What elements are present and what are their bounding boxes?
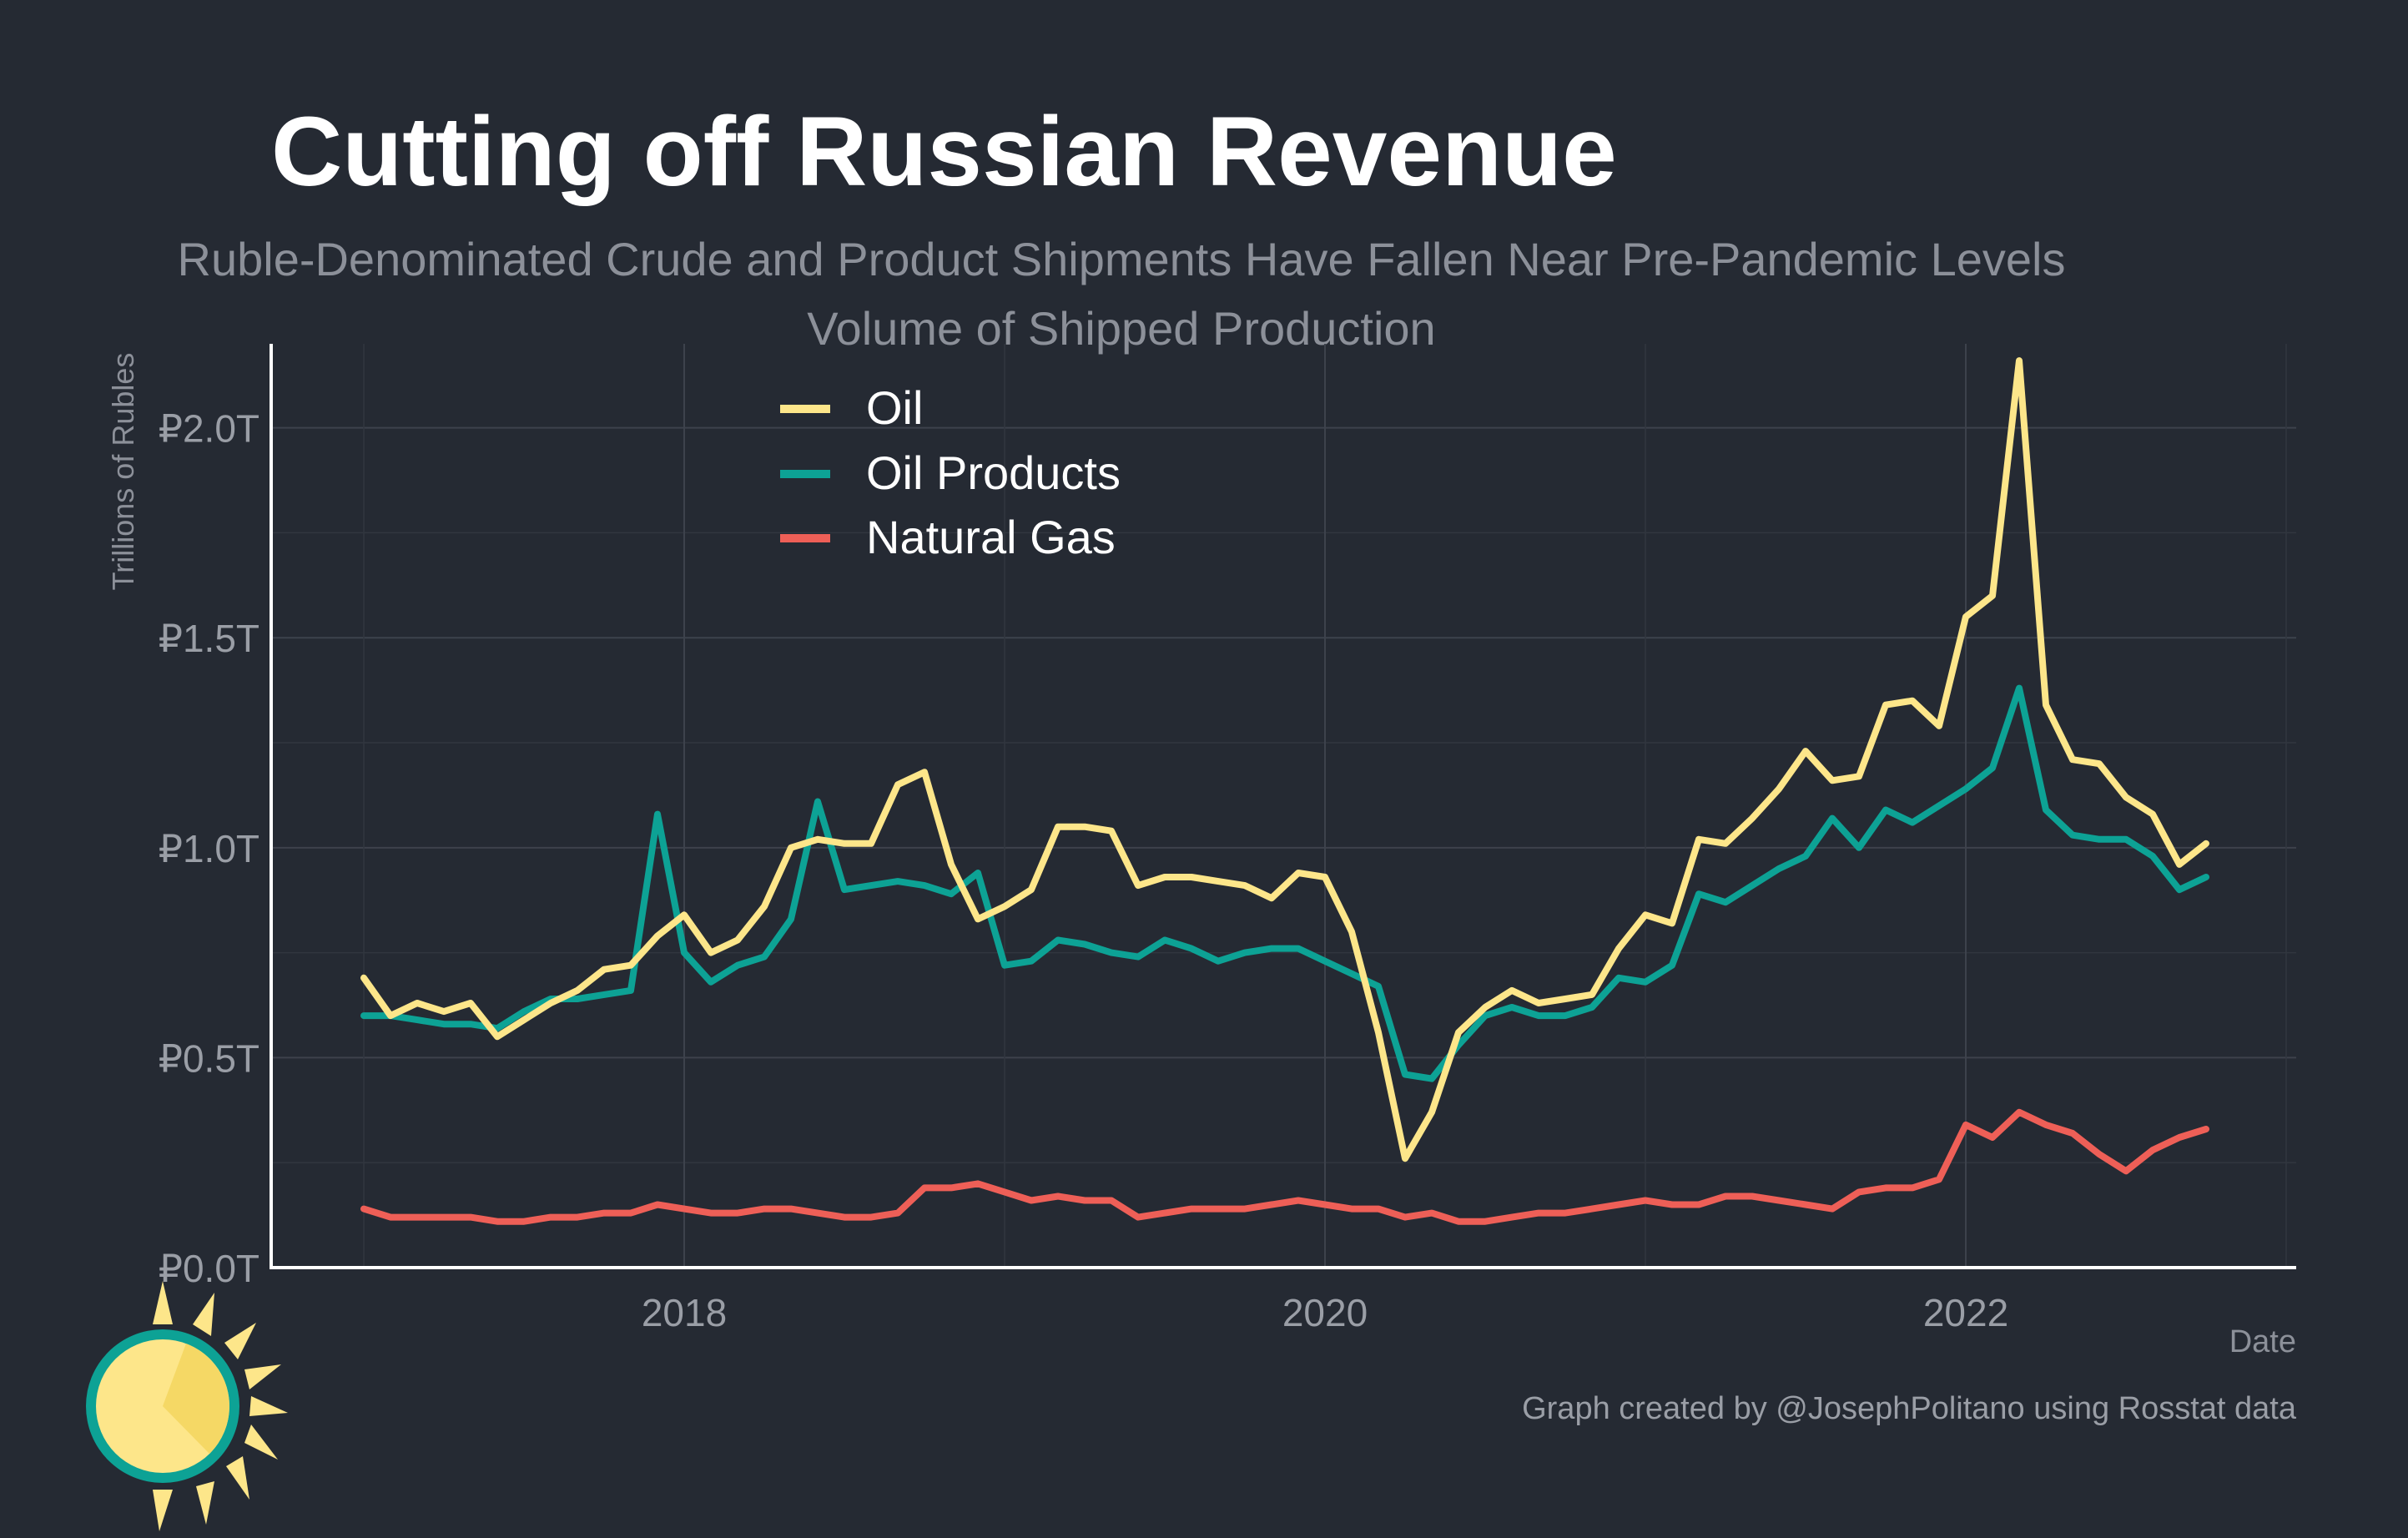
series-line-natural-gas <box>360 1108 2209 1225</box>
x-tick-labels: 2018 2020 2022 <box>642 1291 2008 1334</box>
series-line-oil <box>360 357 2209 1162</box>
y-tick-label: ₽0.0T <box>159 1247 259 1290</box>
legend-label-oil: Oil <box>866 381 923 434</box>
chart-title: Cutting off Russian Revenue <box>271 97 1617 207</box>
y-tick-labels: ₽0.0T ₽0.5T ₽1.0T ₽1.5T ₽2.0T <box>159 407 259 1290</box>
series-line-oil-products <box>360 684 2209 1082</box>
chart-subtitle: Ruble-Denominated Crude and Product Ship… <box>178 233 2066 285</box>
series-lines <box>360 357 2209 1225</box>
y-axis-title: Trillions of Rubles <box>106 353 140 591</box>
y-tick-label: ₽1.5T <box>159 617 259 660</box>
grid-lines <box>271 344 2296 1268</box>
y-tick-label: ₽2.0T <box>159 407 259 451</box>
y-tick-label: ₽0.5T <box>159 1036 259 1080</box>
sun-logo-icon <box>86 1281 288 1531</box>
y-tick-label: ₽1.0T <box>159 827 259 870</box>
legend-label-natural-gas: Natural Gas <box>866 511 1116 563</box>
legend: Oil Oil Products Natural Gas <box>780 381 1121 563</box>
x-axis-title: Date <box>2229 1324 2296 1359</box>
x-tick-label: 2022 <box>1923 1291 2008 1334</box>
x-tick-label: 2018 <box>642 1291 727 1334</box>
chart-subtitle-2: Volume of Shipped Production <box>807 302 1435 355</box>
chart-caption: Graph created by @JosephPolitano using R… <box>1522 1391 2297 1426</box>
x-tick-label: 2020 <box>1282 1291 1368 1334</box>
legend-label-oil-products: Oil Products <box>866 446 1121 499</box>
